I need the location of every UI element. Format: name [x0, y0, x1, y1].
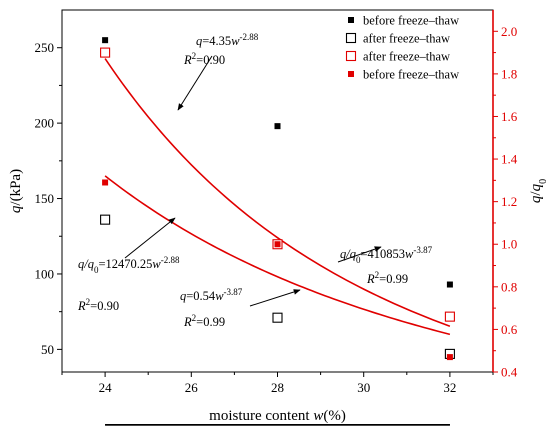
- y-left-tick-label: 50: [41, 342, 54, 357]
- data-point: [274, 123, 281, 130]
- x-axis-title-var: w: [313, 408, 323, 424]
- equation-part: -3.87: [224, 287, 243, 297]
- data-point: [100, 214, 111, 225]
- equation-part: w: [405, 247, 414, 261]
- y-right-tick-label: 1.4: [501, 152, 518, 167]
- data-point: [444, 311, 455, 322]
- equation-part: w: [215, 289, 224, 303]
- equation-part: =410853: [360, 247, 405, 261]
- y-right-tick-label: 0.8: [501, 279, 517, 294]
- y-left-tick-label: 200: [35, 116, 55, 131]
- fit-curve: [104, 175, 451, 336]
- y-left-axis-title-part: /(kPa): [8, 169, 24, 206]
- equation-part: -2.88: [161, 255, 180, 265]
- y-right-tick-label: 0.6: [501, 322, 518, 337]
- annotation-pointer: [337, 246, 382, 263]
- y-right-tick-label: 0.4: [501, 365, 518, 380]
- legend-marker: [345, 50, 357, 62]
- legend: before freeze–thaw after freeze–thaw after…: [345, 14, 459, 82]
- equation-part: w: [152, 257, 161, 271]
- equation-part: =0.54: [186, 289, 216, 303]
- x-tick-label: 24: [99, 380, 113, 395]
- equation-label: q=0.54w-3.87: [180, 287, 243, 303]
- legend-label: after freeze–thaw: [363, 32, 450, 46]
- data-point: [446, 354, 453, 361]
- equation-part: =0.99: [379, 272, 408, 286]
- annotation-pointer: [124, 217, 176, 259]
- fit-curve: [104, 58, 451, 328]
- y-right-axis-title: q/q0: [528, 179, 549, 203]
- equation-part: w: [231, 34, 240, 48]
- equation-label: R2=0.99: [366, 270, 408, 286]
- equation-part: R: [183, 53, 192, 67]
- legend-label: before freeze–thaw: [363, 68, 459, 82]
- y-right-axis-title-part: /: [528, 191, 544, 196]
- x-axis-title-part: (%): [323, 408, 346, 424]
- x-tick-label: 32: [443, 380, 456, 395]
- y-right-tick-label: 2.0: [501, 24, 517, 39]
- equation-part: R: [183, 315, 192, 329]
- y-left-tick-label: 100: [35, 266, 55, 281]
- equation-part: 0: [94, 265, 99, 275]
- equation-part: 2: [192, 313, 197, 323]
- equation-label: q/q0=410853w-3.87: [340, 245, 433, 265]
- equation-part: q/q: [340, 247, 356, 261]
- equation-part: R: [77, 299, 86, 313]
- equation-part: =0.99: [196, 315, 225, 329]
- y-right-axis-title-var: q: [528, 183, 544, 191]
- data-point: [100, 47, 111, 58]
- x-axis-title: moisture content w(%): [209, 408, 346, 424]
- equation-part: =4.35: [202, 34, 231, 48]
- equation-part: =12470.25: [98, 257, 152, 271]
- equation-label: q/q0=12470.25w-2.88: [78, 255, 180, 275]
- y-right-tick-label: 1.6: [501, 109, 518, 124]
- y-right-tick-label: 1.2: [501, 194, 517, 209]
- annotation-pointer: [177, 55, 213, 111]
- equation-part: -2.88: [240, 32, 259, 42]
- legend-marker: [348, 17, 354, 23]
- equation-part: 2: [375, 270, 380, 280]
- equation-part: 2: [192, 51, 197, 61]
- x-tick-label: 30: [357, 380, 370, 395]
- data-point: [446, 281, 453, 288]
- equation-part: =0.90: [90, 299, 119, 313]
- legend-marker: [348, 71, 354, 77]
- equation-part: q: [196, 34, 202, 48]
- equation-label: R2=0.99: [183, 313, 225, 329]
- annotation-pointer: [249, 289, 301, 307]
- equation-label: q=4.35w-2.88: [196, 32, 259, 48]
- equation-part: R: [366, 272, 375, 286]
- data-point: [272, 312, 283, 323]
- x-axis-title-part: moisture content: [209, 408, 313, 424]
- data-point: [102, 37, 109, 44]
- equation-part: q: [180, 289, 186, 303]
- equation-part: =0.90: [196, 53, 225, 67]
- x-tick-label: 28: [271, 380, 284, 395]
- y-left-tick-label: 150: [35, 191, 55, 206]
- equation-part: -3.87: [413, 245, 432, 255]
- legend-label: before freeze–thaw: [363, 14, 459, 28]
- y-right-tick-label: 1.0: [501, 237, 517, 252]
- equation-part: 0: [356, 255, 361, 265]
- y-left-tick-label: 250: [35, 40, 55, 55]
- legend-marker: [345, 32, 357, 44]
- equation-label: R2=0.90: [183, 51, 225, 67]
- y-right-tick-label: 1.8: [501, 66, 517, 81]
- data-point: [274, 241, 281, 248]
- legend-label: after freeze–thaw: [363, 50, 450, 64]
- data-point: [102, 179, 109, 186]
- y-right-axis-title-sub: 0: [538, 179, 549, 184]
- equation-part: q/q: [78, 257, 94, 271]
- y-left-axis-title: q/(kPa): [8, 169, 24, 213]
- y-left-axis-title-var: q: [8, 205, 24, 213]
- x-tick-label: 26: [185, 380, 199, 395]
- equation-part: 2: [86, 297, 91, 307]
- y-right-axis-title-var: q: [528, 195, 544, 203]
- equation-label: R2=0.90: [77, 297, 119, 313]
